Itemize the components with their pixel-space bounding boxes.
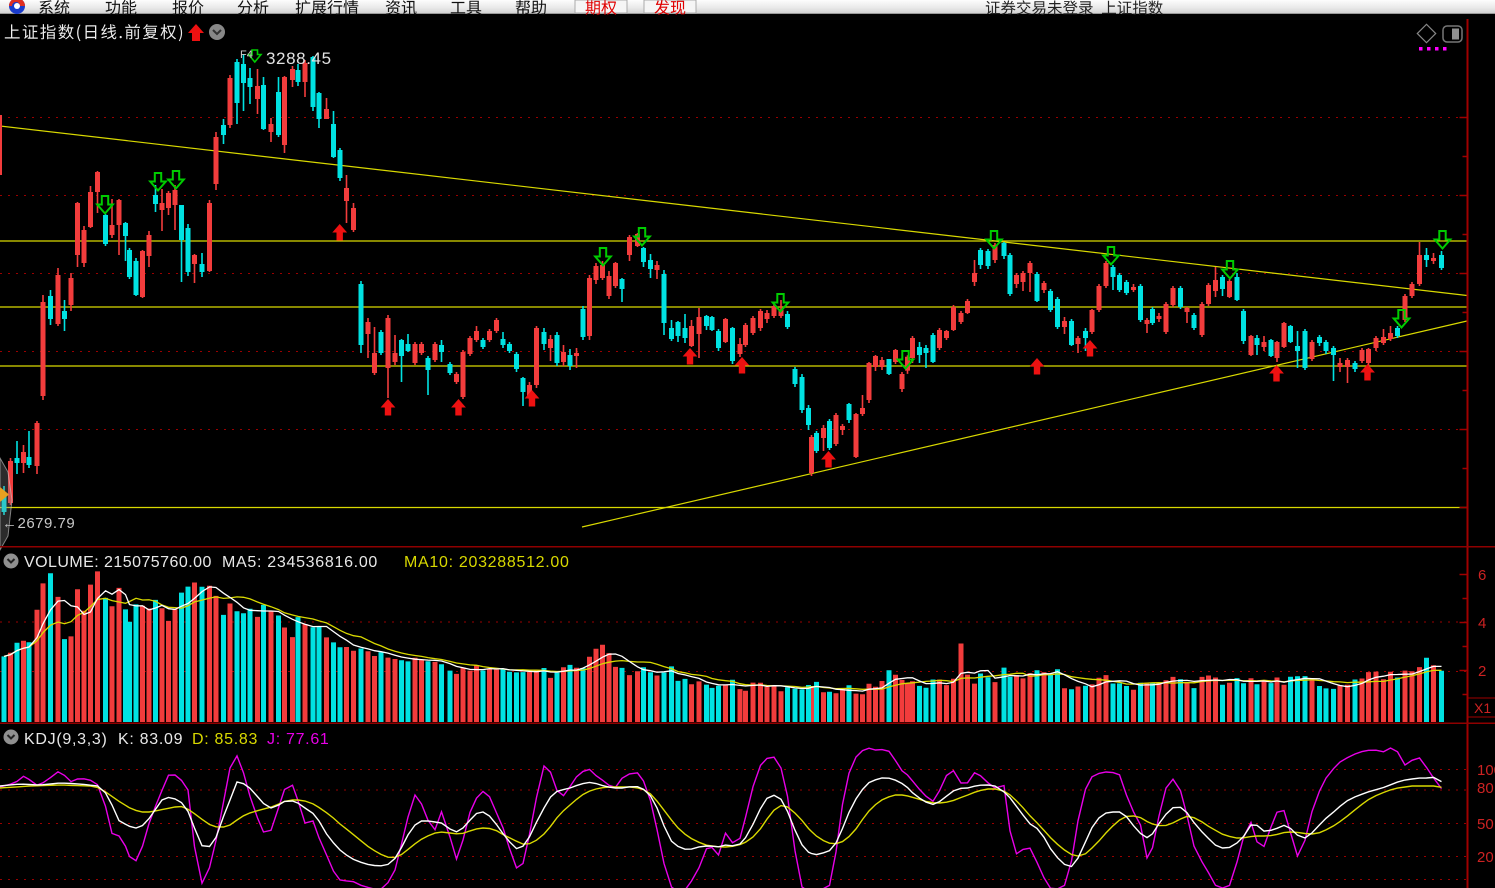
svg-text:4: 4 bbox=[1478, 615, 1486, 632]
svg-text:KDJ(9,3,3): KDJ(9,3,3) bbox=[24, 731, 107, 748]
svg-text:K: 83.09: K: 83.09 bbox=[118, 731, 183, 748]
svg-text:2: 2 bbox=[1478, 663, 1486, 680]
svg-text:F4: F4 bbox=[240, 49, 253, 61]
svg-text:20: 20 bbox=[1477, 849, 1494, 866]
svg-text:3288.45: 3288.45 bbox=[266, 49, 332, 68]
svg-text:MA5: 234536816.00: MA5: 234536816.00 bbox=[222, 554, 378, 571]
svg-text:X1: X1 bbox=[1474, 700, 1491, 716]
svg-text:80: 80 bbox=[1477, 780, 1494, 797]
svg-text:J: 77.61: J: 77.61 bbox=[267, 731, 330, 748]
svg-text:MA10: 203288512.00: MA10: 203288512.00 bbox=[404, 554, 570, 571]
svg-text:50: 50 bbox=[1477, 816, 1494, 833]
svg-text:VOLUME: 215075760.00: VOLUME: 215075760.00 bbox=[24, 554, 212, 571]
svg-text:D: 85.83: D: 85.83 bbox=[192, 731, 258, 748]
svg-text:100: 100 bbox=[1477, 762, 1495, 779]
svg-text:←2679.79: ←2679.79 bbox=[2, 515, 75, 532]
svg-text:6: 6 bbox=[1478, 567, 1486, 584]
